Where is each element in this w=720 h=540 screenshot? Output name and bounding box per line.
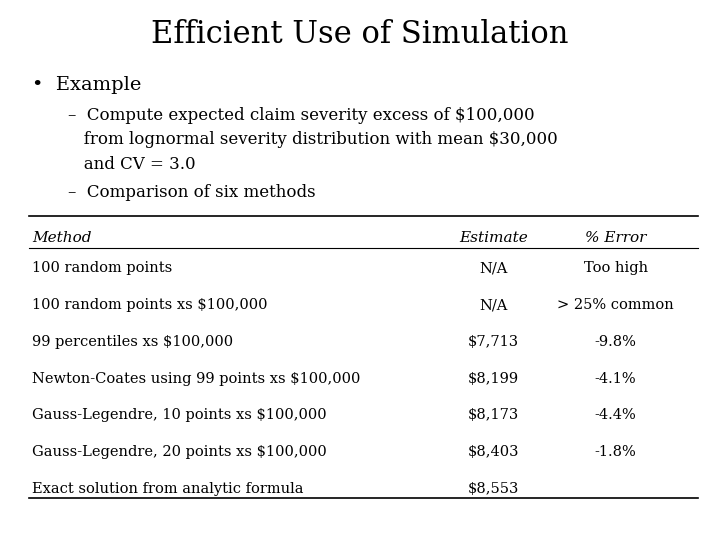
Text: N/A: N/A	[479, 298, 508, 312]
Text: -9.8%: -9.8%	[595, 335, 636, 349]
Text: -4.4%: -4.4%	[595, 408, 636, 422]
Text: Gauss-Legendre, 10 points xs $100,000: Gauss-Legendre, 10 points xs $100,000	[32, 408, 327, 422]
Text: Too high: Too high	[583, 261, 648, 275]
Text: Estimate: Estimate	[459, 231, 528, 245]
Text: $8,553: $8,553	[467, 482, 519, 496]
Text: and CV = 3.0: and CV = 3.0	[68, 156, 196, 172]
Text: from lognormal severity distribution with mean $30,000: from lognormal severity distribution wit…	[68, 131, 558, 148]
Text: 100 random points: 100 random points	[32, 261, 173, 275]
Text: Newton-Coates using 99 points xs $100,000: Newton-Coates using 99 points xs $100,00…	[32, 372, 361, 386]
Text: -4.1%: -4.1%	[595, 372, 636, 386]
Text: $8,403: $8,403	[467, 445, 519, 459]
Text: 100 random points xs $100,000: 100 random points xs $100,000	[32, 298, 268, 312]
Text: $8,199: $8,199	[467, 372, 519, 386]
Text: $8,173: $8,173	[467, 408, 519, 422]
Text: -1.8%: -1.8%	[595, 445, 636, 459]
Text: $7,713: $7,713	[467, 335, 519, 349]
Text: > 25% common: > 25% common	[557, 298, 674, 312]
Text: % Error: % Error	[585, 231, 647, 245]
Text: 99 percentiles xs $100,000: 99 percentiles xs $100,000	[32, 335, 233, 349]
Text: Gauss-Legendre, 20 points xs $100,000: Gauss-Legendre, 20 points xs $100,000	[32, 445, 327, 459]
Text: •  Example: • Example	[32, 76, 142, 93]
Text: Exact solution from analytic formula: Exact solution from analytic formula	[32, 482, 304, 496]
Text: Efficient Use of Simulation: Efficient Use of Simulation	[151, 19, 569, 50]
Text: –  Comparison of six methods: – Comparison of six methods	[68, 184, 316, 200]
Text: N/A: N/A	[479, 261, 508, 275]
Text: Method: Method	[32, 231, 92, 245]
Text: –  Compute expected claim severity excess of $100,000: – Compute expected claim severity excess…	[68, 107, 535, 124]
